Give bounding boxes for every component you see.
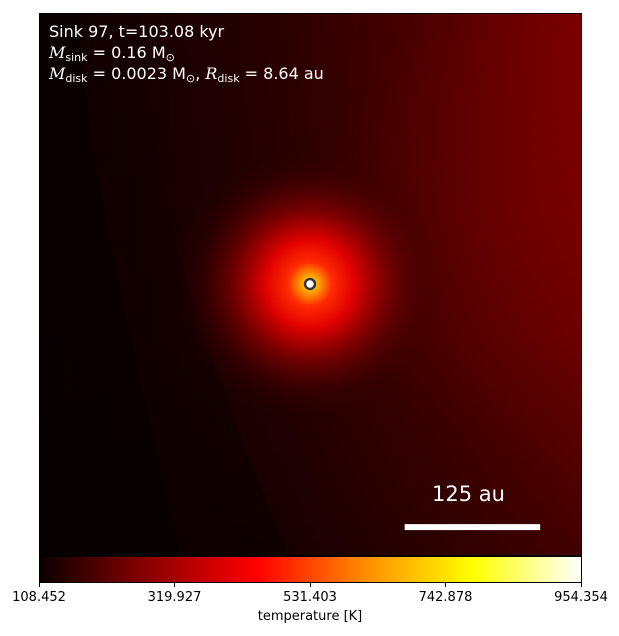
mdisk-value: = 0.0023 M (87, 64, 186, 83)
scale-bar-label: 125 au (432, 482, 505, 506)
separator: , (195, 64, 206, 83)
temperature-map-panel: Sink 97, t=103.08 kyr Msink = 0.16 M⊙ Md… (39, 13, 582, 556)
colorbar-gradient (39, 556, 582, 583)
msink-subscript: sink (65, 51, 88, 64)
annotation-disk: Mdisk = 0.0023 M⊙, Rdisk = 8.64 au (49, 64, 324, 89)
colorbar-tick (39, 583, 40, 587)
colorbar-tick-label: 531.403 (283, 590, 337, 605)
rdisk-symbol: R (205, 64, 218, 83)
annotation-sink-time: Sink 97, t=103.08 kyr (49, 22, 224, 42)
rdisk-value: = 8.64 au (239, 64, 324, 83)
msink-symbol: M (49, 43, 66, 62)
msink-unit-subscript: ⊙ (165, 51, 175, 64)
colorbar-tick-label: 954.354 (554, 590, 608, 605)
mdisk-subscript: disk (65, 72, 88, 85)
colorbar-tick-label: 319.927 (147, 590, 202, 605)
colorbar-tick (581, 583, 582, 587)
sink-time-text: Sink 97, t=103.08 kyr (49, 22, 225, 41)
colorbar-tick (174, 583, 176, 587)
msink-value: = 0.16 M (87, 43, 166, 62)
colorbar-tick (310, 583, 311, 587)
colorbar-tick (445, 583, 447, 587)
colorbar (39, 556, 582, 583)
colorbar-label: temperature [K] (257, 609, 363, 624)
sink-marker (303, 277, 317, 291)
colorbar-tick-label: 742.878 (418, 590, 473, 605)
annotation-msink: Msink = 0.16 M⊙ (49, 43, 175, 68)
scale-bar (404, 524, 541, 531)
mdisk-unit-subscript: ⊙ (185, 72, 196, 85)
temperature-map (40, 14, 581, 555)
mdisk-symbol: M (49, 64, 66, 83)
rdisk-subscript: disk (217, 72, 240, 85)
colorbar-tick-label: 108.452 (12, 590, 66, 605)
